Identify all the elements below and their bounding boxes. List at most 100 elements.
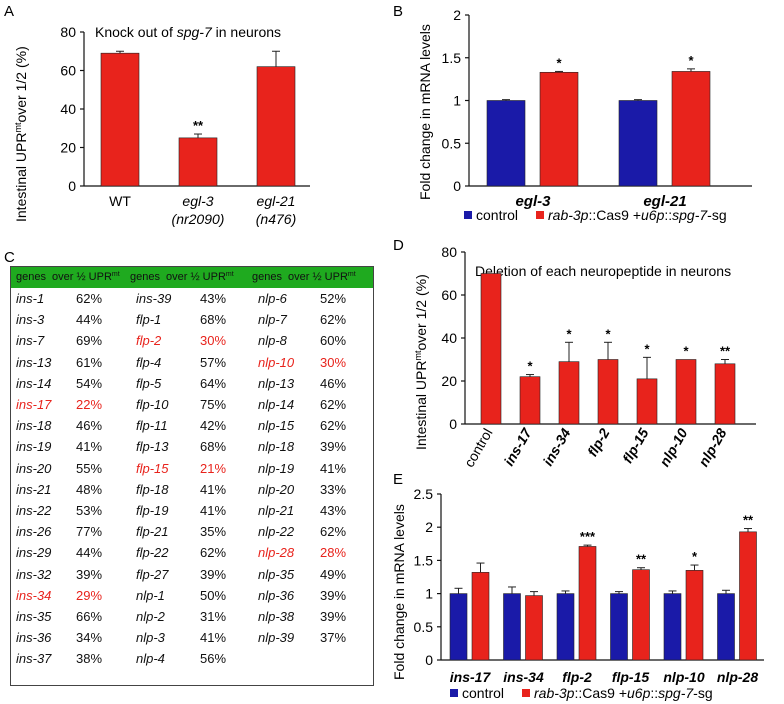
gene-percent: 41%: [200, 481, 227, 497]
gene-name: ins-32: [16, 566, 52, 582]
gene-name: ins-39: [136, 291, 172, 307]
table-header: genes over ½ UPRmt genes over ½ UPRmt ge…: [10, 266, 374, 288]
chart-b-ylabel: Fold change in mRNA levels: [417, 24, 433, 200]
gene-name: nlp-13: [258, 375, 295, 391]
gene-percent: 41%: [76, 439, 103, 455]
gene-percent: 49%: [320, 566, 347, 582]
chart-d-bar: [480, 273, 502, 425]
gene-percent: 22%: [76, 397, 103, 413]
gene-percent: 43%: [320, 502, 347, 518]
gene-percent: 62%: [320, 397, 347, 413]
gene-name: nlp-14: [258, 397, 295, 413]
chart-b-bar-control: [486, 100, 526, 187]
gene-name: ins-34: [16, 587, 52, 603]
chart-d-bar-significance: *: [566, 326, 572, 341]
gene-name: ins-14: [16, 375, 52, 391]
gene-name: flp-15: [136, 460, 169, 476]
gene-percent: 56%: [200, 651, 227, 667]
legend-e-label-control: control: [462, 685, 504, 701]
gene-name: nlp-8: [258, 333, 287, 349]
legend-e-swatch-treated: [522, 689, 530, 697]
gene-name: nlp-38: [258, 608, 295, 624]
chart-a-ytick-label: 20: [60, 140, 76, 156]
chart-d-ytick-label: 60: [441, 287, 457, 303]
chart-b-bar-treated-significance: *: [556, 55, 562, 70]
legend-b-swatch-control: [464, 211, 472, 219]
legend-e-swatch-control: [450, 689, 458, 697]
gene-percent: 52%: [320, 291, 347, 307]
gene-name: flp-22: [136, 545, 169, 561]
chart-a-ytick-label: 80: [60, 24, 76, 40]
gene-percent: 66%: [76, 608, 103, 624]
gene-name: flp-13: [136, 439, 169, 455]
gene-percent: 46%: [76, 418, 103, 434]
table-row: ins-37 38% nlp-4 56%: [10, 648, 374, 669]
chart-a-ytick-label: 60: [60, 63, 76, 79]
gene-name: flp-10: [136, 397, 169, 413]
gene-percent: 48%: [76, 481, 103, 497]
chart-a-xtick-label: egl-3: [182, 193, 213, 209]
gene-percent: 43%: [200, 291, 227, 307]
chart-e-ytick-label: 2: [425, 519, 433, 535]
gene-name: flp-4: [136, 354, 162, 370]
chart-b-bar-treated: [539, 71, 579, 187]
gene-name: nlp-36: [258, 587, 295, 603]
table-row: ins-1 62% ins-39 43% nlp-6 52%: [10, 288, 374, 309]
chart-a-bar: [100, 52, 140, 187]
chart-d-bar-significance: *: [683, 344, 689, 359]
chart-a-bar-significance: **: [193, 118, 204, 133]
gene-percent: 69%: [76, 333, 103, 349]
gene-percent: 39%: [320, 439, 347, 455]
legend-b-label-control: control: [476, 207, 518, 223]
gene-name: nlp-15: [258, 418, 295, 434]
gene-percent: 62%: [320, 524, 347, 540]
gene-name: ins-36: [16, 630, 52, 646]
chart-a-ytick-label: 40: [60, 101, 76, 117]
chart-d-ytick-label: 40: [441, 330, 457, 346]
chart-b-ytick-label: 1.5: [442, 50, 462, 66]
chart-d-ytick-label: 80: [441, 244, 457, 260]
chart-a-xtick-label-2: (n476): [256, 211, 296, 227]
table-row: ins-36 34% nlp-3 41% nlp-39 37%: [10, 627, 374, 648]
header-sup-3: mt: [347, 270, 356, 278]
chart-e-ytick-label: 1.5: [414, 552, 434, 568]
chart-d-bar: [675, 359, 697, 425]
gene-name: ins-17: [16, 397, 52, 413]
chart-a-ytick-label: 0: [68, 178, 76, 194]
gene-name: nlp-4: [136, 651, 165, 667]
gene-percent: 53%: [76, 502, 103, 518]
chart-d-ylabel: Intestinal UPRmtover 1/2 (%): [413, 274, 429, 450]
chart-a-bar: [178, 137, 218, 187]
header-over-3: over ½ UPR: [288, 271, 348, 284]
gene-name: ins-21: [16, 481, 52, 497]
gene-percent: 50%: [200, 587, 227, 603]
table-row: ins-17 22% flp-10 75% nlp-14 62%: [10, 394, 374, 415]
gene-name: nlp-39: [258, 630, 295, 646]
gene-percent: 54%: [76, 375, 103, 391]
table-row: ins-7 69% flp-2 30% nlp-8 60%: [10, 330, 374, 351]
table-row: ins-21 48% flp-18 41% nlp-20 33%: [10, 479, 374, 500]
gene-name: nlp-2: [136, 608, 165, 624]
gene-name: ins-22: [16, 502, 52, 518]
chart-e-ylabel: Fold change in mRNA levels: [391, 504, 407, 680]
chart-d-bar-significance: *: [605, 326, 611, 341]
gene-name: ins-37: [16, 651, 52, 667]
gene-percent: 41%: [200, 502, 227, 518]
gene-name: nlp-18: [258, 439, 295, 455]
table-row: ins-13 61% flp-4 57% nlp-10 30%: [10, 352, 374, 373]
table-row: ins-18 46% flp-11 42% nlp-15 62%: [10, 415, 374, 436]
legend-e-label-treated: rab-3p::Cas9 +u6p::spg-7-sg: [534, 685, 713, 701]
gene-name: ins-3: [16, 312, 45, 328]
gene-name: flp-5: [136, 375, 162, 391]
chart-b-xtick-label: egl-3: [515, 193, 551, 210]
header-genes-1: genes: [16, 271, 46, 283]
gene-name: nlp-28: [258, 545, 295, 561]
gene-name: ins-26: [16, 524, 52, 540]
gene-name: flp-11: [136, 418, 168, 434]
table-row: ins-35 66% nlp-2 31% nlp-38 39%: [10, 606, 374, 627]
chart-e-ytick-label: 0.5: [414, 619, 434, 635]
gene-name: flp-27: [136, 566, 169, 582]
